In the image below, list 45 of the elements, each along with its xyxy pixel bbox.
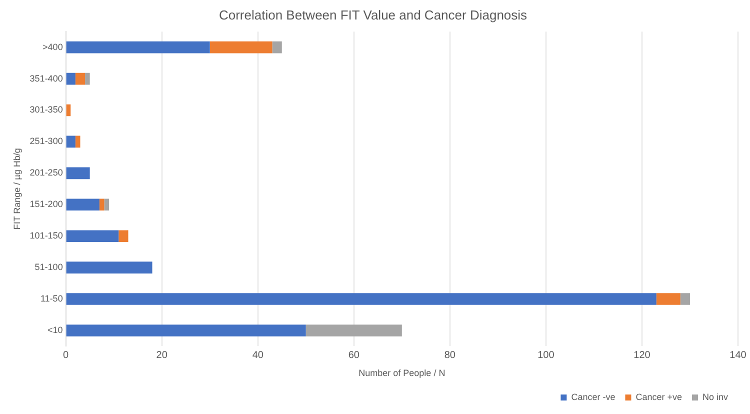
x-tick-label: 100 [538,350,555,361]
x-tick-label: 120 [634,350,651,361]
legend-label: Cancer +ve [636,392,682,402]
bar [66,136,76,148]
bar [66,41,210,54]
bar [99,198,104,211]
bar [75,136,80,148]
bar [272,41,282,54]
bar [118,230,128,242]
x-tick-label: 60 [348,350,360,361]
bar [210,41,272,54]
y-tick-label: 301-350 [30,104,63,115]
y-axis-title: FIT Range / µg Hb/g [12,148,22,230]
legend-label: No inv [702,392,728,402]
bar [656,293,680,305]
bar [66,198,100,211]
x-tick-label: 140 [730,350,747,361]
y-tick-label: 151-200 [30,199,63,210]
y-tick-label: 201-250 [30,168,63,178]
bar [66,230,119,242]
bar [66,262,152,274]
x-tick-label: 0 [63,350,70,361]
bar [75,72,86,85]
bar [66,293,656,305]
y-tick-label: 11-50 [40,293,63,304]
bar [104,198,110,211]
y-tick-label: <10 [48,324,63,335]
y-tick-label: >400 [42,42,63,52]
legend-label: Cancer -ve [571,392,616,402]
bar [85,72,90,85]
x-tick-label: 80 [444,350,456,361]
x-tick-label: 40 [252,350,264,361]
x-axis-title: Number of People / N [358,368,446,378]
bar [680,293,690,305]
chart-title: Correlation Between FIT Value and Cancer Diagnosis [218,7,528,22]
bar [66,324,306,336]
bar [306,324,402,336]
bar [66,167,90,180]
y-tick-label: 101-150 [30,230,63,241]
y-tick-label: 251-300 [30,136,63,146]
y-tick-label: 51-100 [34,262,63,272]
bar [66,72,76,85]
x-tick-label: 20 [156,350,168,361]
y-tick-label: 351-400 [30,73,63,84]
bar [66,104,71,116]
